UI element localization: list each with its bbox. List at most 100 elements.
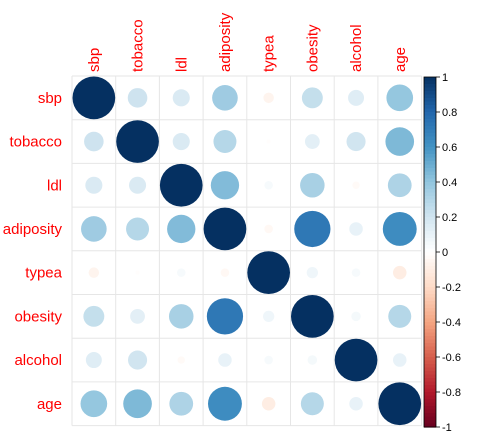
corr-circle-ldl-sbp (85, 176, 103, 194)
colorbar-tick-label: -0.6 (442, 352, 461, 364)
colorbar-segment (424, 136, 436, 141)
row-label-sbp: sbp (38, 90, 62, 107)
corr-circle-sbp-obesity (301, 87, 323, 109)
corr-circle-tobacco-age (385, 127, 415, 156)
row-label-ldl: ldl (47, 177, 62, 194)
colorbar-segment (424, 262, 436, 267)
colorbar-segment (424, 332, 436, 337)
colorbar-segment (424, 343, 436, 348)
colorbar-segment (424, 133, 436, 138)
corr-circle-age-adiposity (208, 386, 242, 421)
colorbar-tick-label: 0.2 (442, 212, 457, 224)
row-label-tobacco: tobacco (9, 134, 62, 151)
colorbar-segment (424, 234, 436, 239)
colorbar-segment (424, 420, 436, 425)
colorbar-segment (424, 112, 436, 117)
colorbar-tick-label: 0.8 (442, 107, 457, 119)
colorbar-tick-label: -0.2 (442, 282, 461, 294)
colorbar-segment (424, 357, 436, 362)
colorbar-segment (424, 266, 436, 271)
corr-circle-alcohol-obesity (307, 355, 318, 365)
colorbar-segment (424, 399, 436, 404)
corr-circle-typea-ldl (176, 268, 186, 277)
colorbar-segment (424, 199, 436, 204)
row-label-typea: typea (25, 265, 62, 282)
colorbar-segment (424, 220, 436, 225)
corr-circle-alcohol-age (392, 353, 407, 367)
colorbar-segment (424, 105, 436, 110)
corr-circle-age-ldl (169, 391, 194, 416)
corr-circle-age-tobacco (123, 389, 152, 419)
corr-circle-obesity-typea (263, 310, 275, 322)
colorbar-segment (424, 255, 436, 260)
colorbar-tick-label: 1 (442, 72, 448, 84)
colorbar-segment (424, 84, 436, 89)
colorbar-segment (424, 227, 436, 232)
colorbar-segment (424, 374, 436, 379)
colorbar-segment (424, 304, 436, 309)
col-label-tobacco: tobacco (130, 19, 147, 72)
colorbar-segment (424, 213, 436, 218)
corr-circle-adiposity-age (382, 212, 417, 246)
corr-circle-sbp-ldl (172, 89, 190, 107)
colorbar-segment (424, 122, 436, 127)
colorbar-segment (424, 371, 436, 376)
colorbar-segment (424, 395, 436, 400)
corr-circle-adiposity-typea (264, 224, 273, 234)
colorbar-segment (424, 329, 436, 334)
corr-circle-tobacco-sbp (84, 131, 104, 152)
colorbar-segment (424, 182, 436, 187)
colorbar-segment (424, 241, 436, 246)
colorbar-tick-label: 0.4 (442, 177, 457, 189)
corr-circle-alcohol-tobacco (128, 350, 148, 370)
colorbar-segment (424, 91, 436, 96)
corr-circle-adiposity-adiposity (203, 207, 247, 251)
colorbar-segment (424, 203, 436, 208)
colorbar-segment (424, 294, 436, 299)
colorbar-segment (424, 77, 436, 82)
colorbar-segment (424, 336, 436, 341)
colorbar-segment (424, 381, 436, 386)
colorbar-segment (424, 238, 436, 243)
corr-circle-sbp-alcohol (348, 89, 365, 106)
colorbar-segment (424, 315, 436, 320)
corr-circle-adiposity-ldl (167, 214, 196, 244)
colorbar-segment (424, 301, 436, 306)
corr-circle-ldl-tobacco (129, 176, 147, 194)
colorbar-tick-label: -0.4 (442, 317, 461, 329)
colorbar-segment (424, 80, 436, 85)
colorbar-segment (424, 364, 436, 369)
colorbar-segment (424, 308, 436, 313)
colorbar-segment (424, 346, 436, 351)
colorbar-tick-label: -1 (442, 422, 452, 434)
corr-circle-typea-age (392, 265, 407, 280)
colorbar-segment (424, 129, 436, 134)
corr-circle-typea-typea (247, 251, 290, 294)
corr-circle-sbp-typea (263, 92, 274, 104)
colorbar-segment (424, 290, 436, 295)
colorbar-segment (424, 413, 436, 418)
colorbar-segment (424, 206, 436, 211)
corr-circle-age-obesity (300, 392, 324, 416)
colorbar-segment (424, 297, 436, 302)
colorbar-segment (424, 416, 436, 421)
colorbar-segment (424, 423, 436, 428)
col-label-obesity: obesity (304, 24, 321, 72)
colorbar-segment (424, 350, 436, 355)
colorbar-segment (424, 280, 436, 285)
colorbar-segment (424, 94, 436, 99)
colorbar-segment (424, 224, 436, 229)
colorbar-segment (424, 126, 436, 131)
corr-circle-sbp-sbp (72, 76, 116, 120)
circle-layer (72, 76, 422, 426)
colorbar-segment (424, 318, 436, 323)
corr-circle-adiposity-tobacco (126, 217, 150, 241)
corr-circle-typea-tobacco (135, 270, 140, 275)
colorbar-segment (424, 388, 436, 393)
colorbar-segment (424, 269, 436, 274)
colorbar-segment (424, 164, 436, 169)
corr-circle-obesity-ldl (168, 304, 194, 329)
colorbar-segment (424, 178, 436, 183)
corr-circle-age-age (378, 382, 422, 426)
